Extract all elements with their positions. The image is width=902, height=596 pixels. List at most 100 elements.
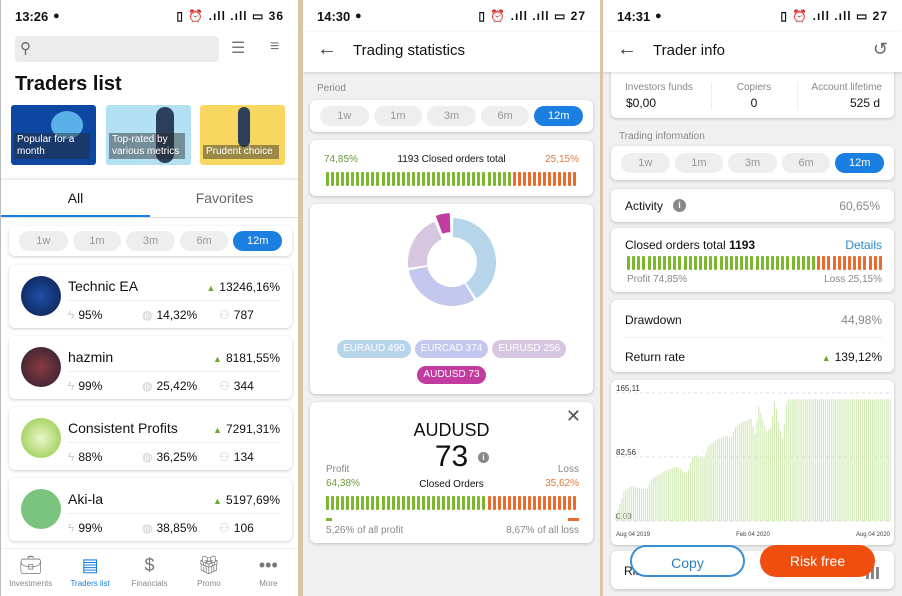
period-1w[interactable]: 1w xyxy=(320,106,369,126)
period-3m[interactable]: 3m xyxy=(427,106,476,126)
profit-tick xyxy=(477,172,481,186)
loss-share: 8,67% of all loss xyxy=(506,525,579,536)
tab-favorites[interactable]: Favorites xyxy=(195,190,254,206)
trader-card[interactable]: Consistent Profits ▲ 7291,31% ϟ 88% ◍ 36,25… xyxy=(9,407,292,470)
period-12m[interactable]: 12m xyxy=(835,153,884,173)
status-time: 14:31 xyxy=(617,9,651,24)
donut-slice-eurusd[interactable] xyxy=(407,221,442,268)
profit-tick xyxy=(381,496,385,510)
period-3m[interactable]: 3m xyxy=(126,231,175,251)
chip-euraud[interactable]: EURAUD 490 xyxy=(336,340,411,358)
loss-tick xyxy=(522,172,526,186)
filter-icon[interactable]: ☰ xyxy=(231,40,246,57)
instrument-detail-card: ✕ AUDUSD 73 i Profit 64,38% Closed Order… xyxy=(310,402,593,543)
tab-all[interactable]: All xyxy=(67,190,84,206)
message-icon: ● xyxy=(53,10,60,22)
period-12m[interactable]: 12m xyxy=(233,231,282,251)
period-1m[interactable]: 1m xyxy=(373,106,423,126)
trader-name: Consistent Profits xyxy=(68,420,178,436)
profit-tick xyxy=(401,172,405,186)
profit-tick xyxy=(507,172,511,186)
status-icons: ▯ ⏰ .ıll .ıll ▭ 27 xyxy=(478,9,586,23)
chip-audusd[interactable]: AUDUSD 73 xyxy=(417,366,486,384)
copy-button[interactable]: Copy xyxy=(630,545,745,577)
loss-tick xyxy=(553,496,557,510)
period-1w[interactable]: 1w xyxy=(621,153,670,173)
period-1m[interactable]: 1m xyxy=(72,231,122,251)
period-6m[interactable]: 6m xyxy=(179,231,229,251)
trader-card[interactable]: Aki-la ▲ 5197,69% ϟ 99% ◍ 38,85% ⚇ 106 xyxy=(9,478,292,541)
period-12m[interactable]: 12m xyxy=(534,106,583,126)
period-selector: 1w 1m 3m 6m 12m xyxy=(611,146,894,180)
trader-avatar xyxy=(21,489,61,529)
closed-orders-label: Closed orders total 1193 xyxy=(625,238,755,252)
period-1m[interactable]: 1m xyxy=(674,153,724,173)
banner-prudent[interactable]: Prudent choice xyxy=(200,105,285,165)
search-input[interactable]: ⚲ xyxy=(15,36,219,62)
sort-icon[interactable]: ≡ xyxy=(270,38,280,55)
loss-tick xyxy=(532,172,536,186)
period-6m[interactable]: 6m xyxy=(480,106,530,126)
loss-tick xyxy=(537,172,541,186)
page-title: Traders list xyxy=(15,73,122,95)
banner-top-rated[interactable]: Top-rated by various metrics xyxy=(106,105,191,165)
copiers-value: 134 xyxy=(233,450,254,464)
nav-investments[interactable]: 💼︎ Investments xyxy=(1,549,60,596)
nav-label: More xyxy=(259,579,278,588)
period-6m[interactable]: 6m xyxy=(781,153,831,173)
loss-tick xyxy=(548,496,552,510)
banner-label: Popular for a month xyxy=(14,133,90,159)
investors-funds-value: $0,00 xyxy=(626,96,657,110)
period-1w[interactable]: 1w xyxy=(19,231,68,251)
page-title: Trading statistics xyxy=(353,42,465,59)
battery-level: 27 xyxy=(570,9,586,23)
lifetime-label: Account lifetime xyxy=(811,82,882,93)
loss-tick xyxy=(543,172,547,186)
profit-tick xyxy=(652,256,656,270)
info-icon[interactable]: i xyxy=(673,199,686,212)
close-icon[interactable]: ✕ xyxy=(565,406,581,426)
trader-card[interactable]: hazmin ▲ 8181,55% ϟ 99% ◍ 25,42% ⚇ 344 xyxy=(9,336,292,399)
chip-eurusd[interactable]: EURUSD 256 xyxy=(492,340,567,358)
back-arrow-icon[interactable]: ← xyxy=(617,38,637,60)
drawdown-stat: ◍ 25,42% xyxy=(142,379,197,393)
nav-financials[interactable]: $ Financials xyxy=(120,549,179,596)
donut-slice-audusd[interactable] xyxy=(435,213,451,234)
nav-promo[interactable]: 🎁︎ Promo xyxy=(179,549,238,596)
profit-tick xyxy=(431,496,435,510)
donut-slice-eurcad[interactable] xyxy=(408,266,475,306)
activity-value: 99% xyxy=(78,379,103,393)
profit-tick xyxy=(447,496,451,510)
back-arrow-icon[interactable]: ← xyxy=(317,38,337,60)
loss-tick xyxy=(873,256,877,270)
trader-card[interactable]: Technic EA ▲ 13246,16% ϟ 95% ◍ 14,32% ⚇ 787 xyxy=(9,265,292,328)
profit-tick xyxy=(447,172,451,186)
risk-free-button[interactable]: Risk free xyxy=(760,545,875,577)
status-time: 13:26 xyxy=(15,9,49,24)
nav-more[interactable]: ••• More xyxy=(239,549,298,596)
drawdown-value: 38,85% xyxy=(156,521,198,535)
chip-eurcad[interactable]: EURCAD 374 xyxy=(414,340,489,358)
loss-tick xyxy=(497,496,501,510)
drawdown-icon: ◍ xyxy=(142,379,153,393)
copiers-value: 0 xyxy=(750,96,758,110)
info-icon[interactable]: i xyxy=(478,452,489,463)
drawdown-label: Drawdown xyxy=(625,313,682,327)
return-rate-value: ▲ 139,12% xyxy=(822,350,882,364)
closed-orders-total: 1193 xyxy=(729,238,756,252)
profit-tick xyxy=(386,496,390,510)
banner-popular[interactable]: Popular for a month xyxy=(11,105,96,165)
profit-tick xyxy=(331,172,335,186)
nav-traders-list[interactable]: ▤ Traders list xyxy=(60,549,119,596)
history-icon[interactable]: ↺ xyxy=(872,39,888,59)
loss-tick xyxy=(832,256,836,270)
profit-tick xyxy=(668,256,672,270)
message-icon: ● xyxy=(655,10,662,22)
profit-tick xyxy=(351,172,355,186)
details-link[interactable]: Details xyxy=(845,238,882,252)
profit-tick xyxy=(467,496,471,510)
instruments-card: EURAUD 490 EURCAD 374 EURUSD 256 AUDUSD 73 xyxy=(310,204,593,394)
period-3m[interactable]: 3m xyxy=(728,153,777,173)
donut-slice-euraud[interactable] xyxy=(452,218,496,299)
profit-tick xyxy=(770,256,774,270)
